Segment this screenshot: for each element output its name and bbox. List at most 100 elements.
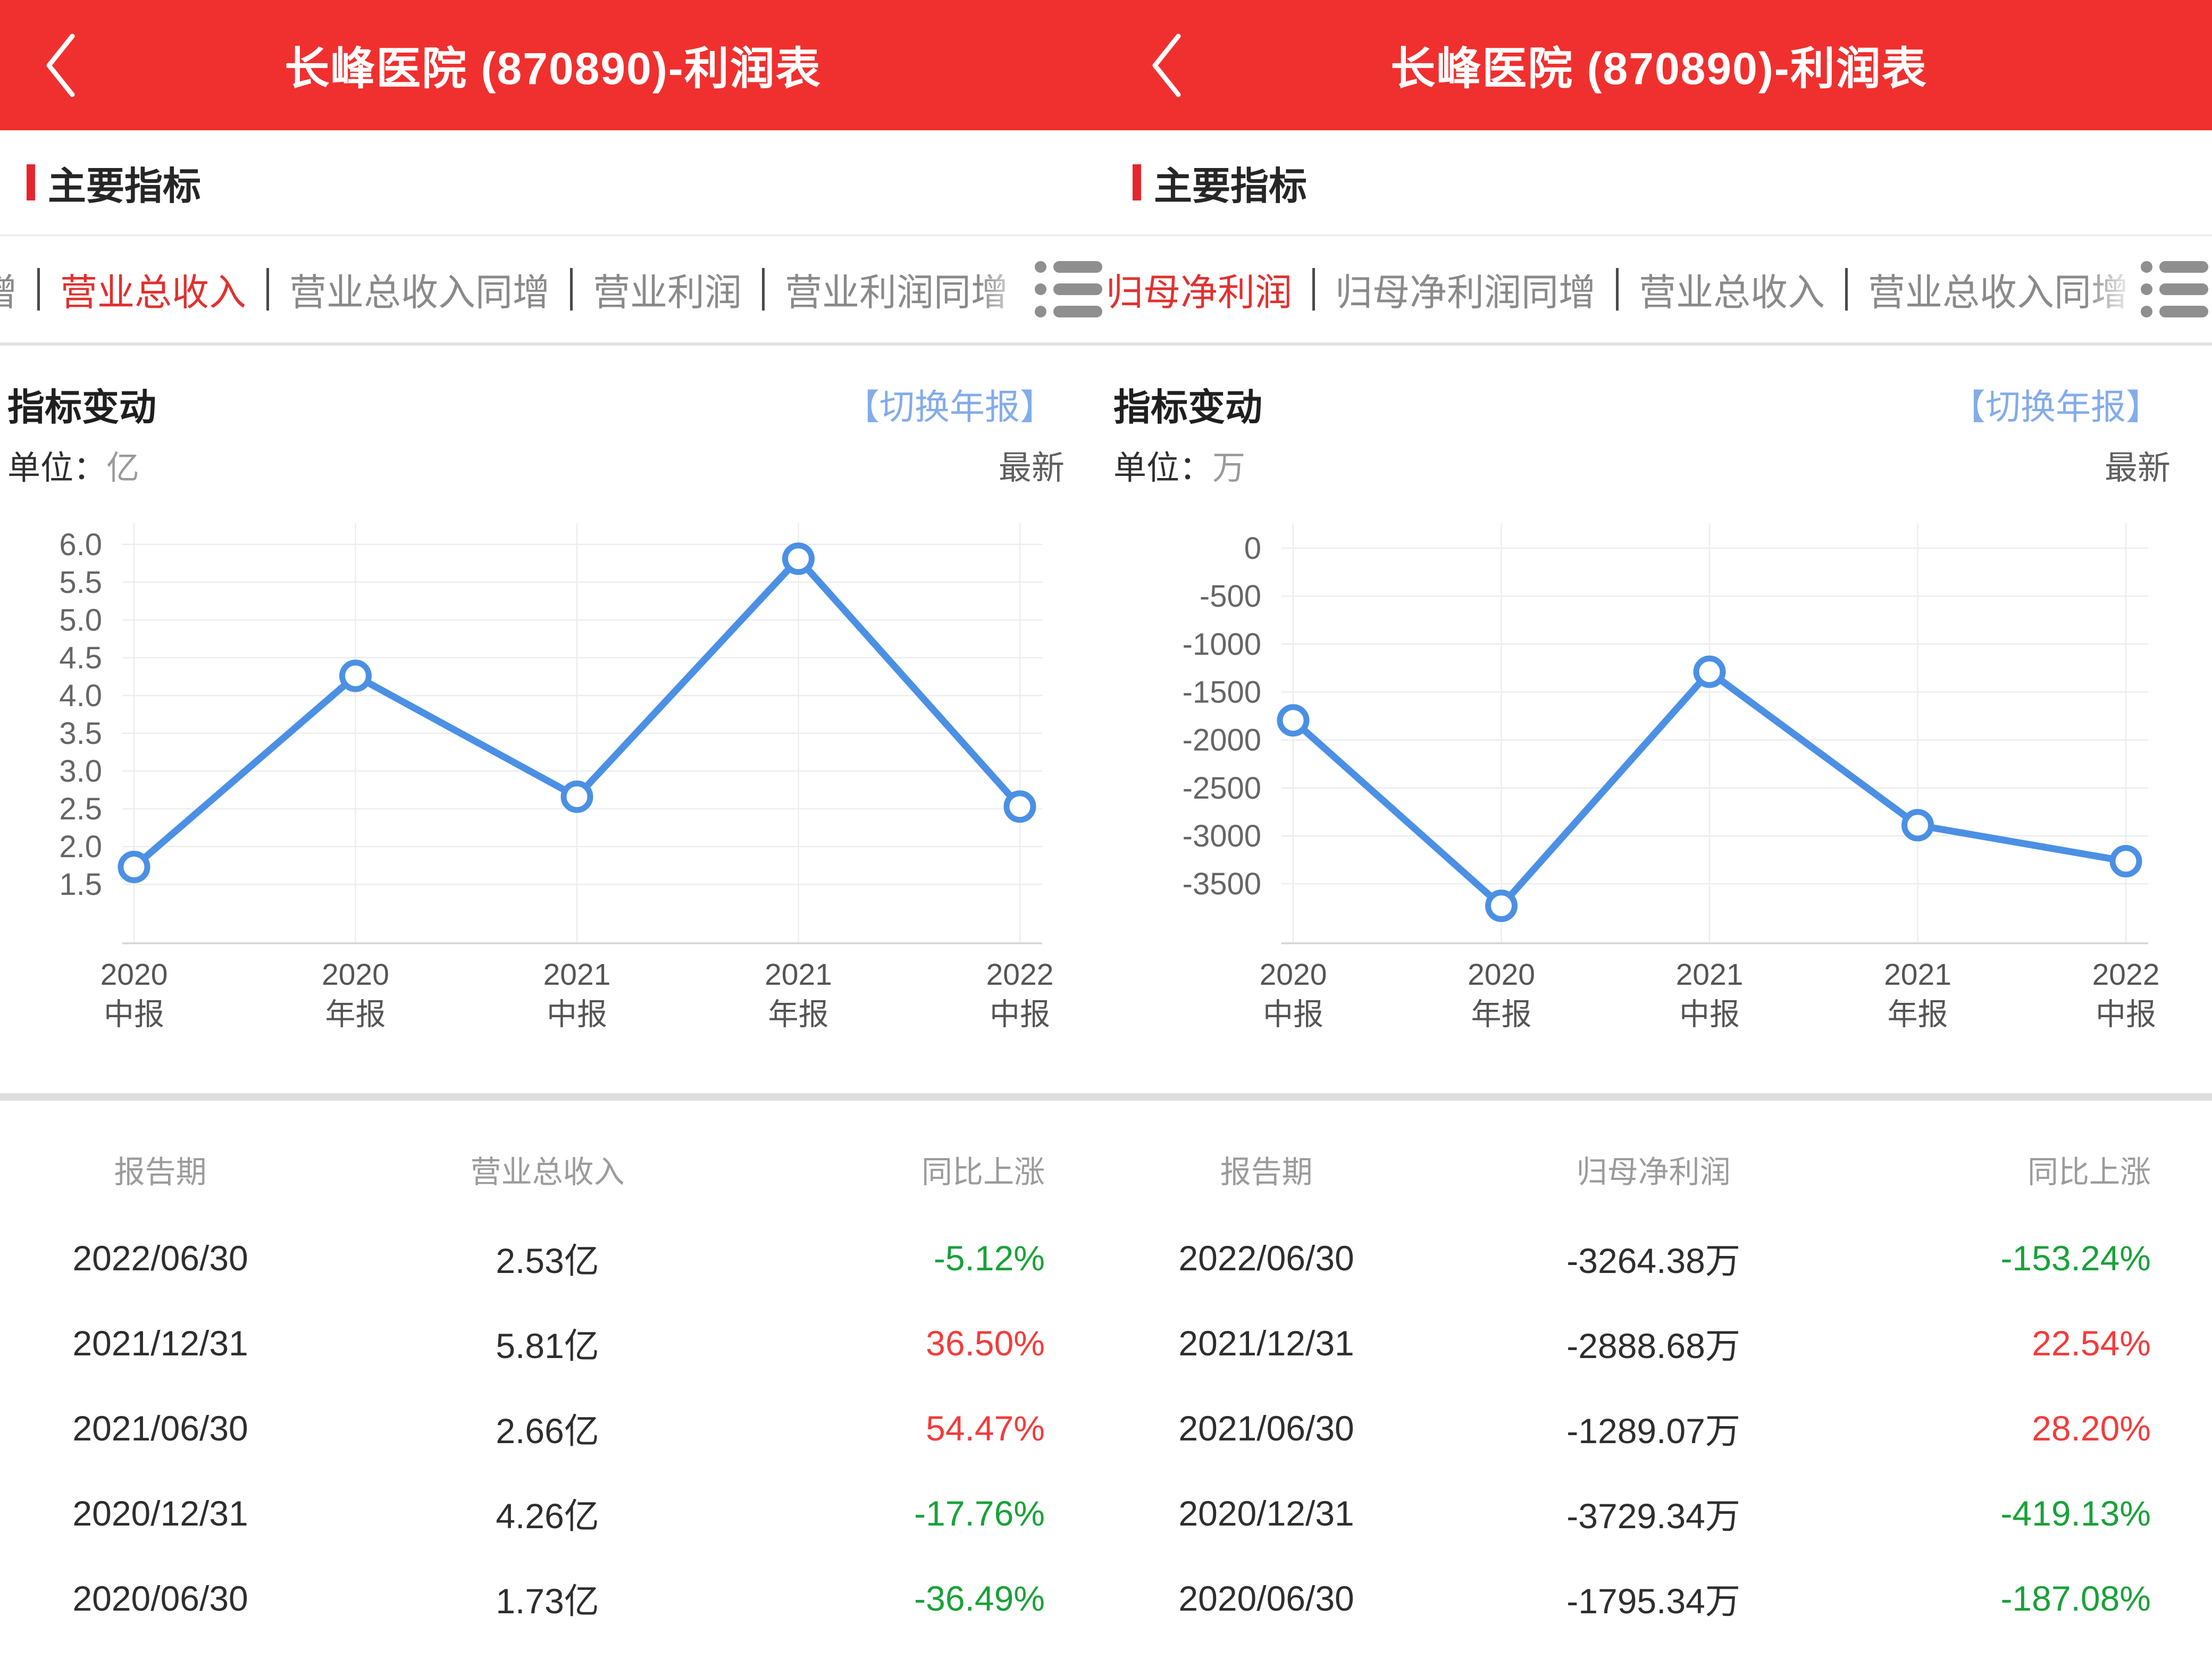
svg-text:4.0: 4.0 xyxy=(59,678,102,713)
metric-value: -2888.68万 xyxy=(1566,1326,1740,1365)
svg-text:2022: 2022 xyxy=(2092,958,2160,992)
svg-text:2020: 2020 xyxy=(1468,958,1535,992)
svg-text:2021: 2021 xyxy=(543,958,611,992)
switch-annual-report-link[interactable]: 【切换年报】 xyxy=(844,387,1055,426)
svg-text:6.0: 6.0 xyxy=(59,527,102,562)
chevron-left-icon xyxy=(46,33,75,97)
svg-text:中报: 中报 xyxy=(104,998,164,1032)
svg-text:中报: 中报 xyxy=(990,998,1050,1032)
tab-item-partial[interactable]: 增 xyxy=(0,263,17,316)
svg-text:2021: 2021 xyxy=(1676,958,1744,992)
latest-label: 最新 xyxy=(998,450,1065,487)
app-header: 长峰医院 (870890)-利润表 xyxy=(1106,0,2212,130)
tab-item[interactable]: 营业总收入 xyxy=(60,271,246,313)
svg-text:2.5: 2.5 xyxy=(59,792,102,826)
back-button[interactable] xyxy=(1147,31,1185,100)
unit-row: 单位：亿 最新 xyxy=(0,438,1106,491)
metric-value: -1795.34万 xyxy=(1566,1581,1740,1621)
metric-value: 5.81亿 xyxy=(496,1326,599,1365)
page-title: 长峰医院 (870890)-利润表 xyxy=(1390,44,1928,94)
tab-item[interactable]: 归母净利润 xyxy=(1106,271,1292,313)
panel-net-profit: 长峰医院 (870890)-利润表 主要指标 归母净利润 归母净利润同增 营业总收入… xyxy=(1106,0,2212,1659)
table-row: 2022/06/30 -3264.38万 -153.24% xyxy=(1106,1216,2212,1301)
tab-separator xyxy=(1616,268,1619,311)
svg-text:2.0: 2.0 xyxy=(59,830,102,864)
yoy-percent: 54.47% xyxy=(926,1409,1045,1448)
tab-item[interactable]: 营业总收入同增 xyxy=(289,271,550,313)
report-table: 报告期 营业总收入 同比上涨 2022/06/30 2.53亿 -5.12% 2021/12… xyxy=(0,1093,1106,1659)
metric-value: -3264.38万 xyxy=(1566,1241,1740,1280)
svg-text:1.5: 1.5 xyxy=(59,867,102,902)
section-title: 主要指标 xyxy=(48,165,202,208)
table-row: 2021/06/30 2.66亿 54.47% xyxy=(0,1386,1106,1471)
yoy-percent: -5.12% xyxy=(933,1238,1045,1278)
back-button[interactable] xyxy=(41,31,79,100)
tab-item[interactable]: 营业利润 xyxy=(593,271,742,313)
column-header: 报告期 xyxy=(1220,1155,1313,1189)
table-row: 2021/12/31 5.81亿 36.50% xyxy=(0,1301,1106,1386)
section-title-row: 主要指标 xyxy=(0,130,1106,236)
unit-row: 单位：万 最新 xyxy=(1106,438,2212,491)
app-header: 长峰医院 (870890)-利润表 xyxy=(0,0,1106,130)
tab-separator xyxy=(1845,268,1848,311)
red-bar-accent xyxy=(1133,164,1141,200)
tab-list-button[interactable] xyxy=(2084,236,2212,342)
svg-text:5.5: 5.5 xyxy=(59,565,102,600)
report-date: 2021/06/30 xyxy=(72,1409,248,1448)
yoy-percent: 22.54% xyxy=(2032,1323,2151,1363)
tab-list-button[interactable] xyxy=(978,236,1106,342)
svg-text:-1000: -1000 xyxy=(1183,627,1261,661)
table-row: 2022/06/30 2.53亿 -5.12% xyxy=(0,1216,1106,1301)
yoy-percent: -419.13% xyxy=(2000,1494,2151,1533)
svg-text:2020: 2020 xyxy=(322,958,389,992)
yoy-percent: 36.50% xyxy=(926,1323,1045,1363)
table-row: 2021/12/31 -2888.68万 22.54% xyxy=(1106,1301,2212,1386)
svg-text:2021: 2021 xyxy=(765,958,832,992)
column-header: 营业总收入 xyxy=(470,1155,625,1189)
table-row: 2020/06/30 -1795.34万 -187.08% xyxy=(1106,1556,2212,1641)
metric-value: 2.66亿 xyxy=(496,1411,599,1451)
line-chart-net-profit: 0 -500 -1000 -1500 -2000 -2500 -3000 -3500 2020 中… xyxy=(1106,502,2212,1034)
svg-text:中报: 中报 xyxy=(547,998,607,1032)
report-date: 2021/12/31 xyxy=(72,1323,248,1363)
svg-text:-1500: -1500 xyxy=(1183,675,1261,709)
line-chart-svg: 0 -500 -1000 -1500 -2000 -2500 -3000 -3500 2020 中… xyxy=(1183,523,2160,1032)
svg-text:2022: 2022 xyxy=(986,958,1054,992)
metric-value: -1289.07万 xyxy=(1566,1411,1740,1451)
column-header: 同比上涨 xyxy=(921,1155,1045,1189)
tab-item[interactable]: 营业总收入 xyxy=(1639,271,1825,313)
yoy-percent: -17.76% xyxy=(914,1494,1045,1533)
report-date: 2021/12/31 xyxy=(1178,1323,1354,1363)
svg-text:3.0: 3.0 xyxy=(59,754,102,789)
chart-header-row: 指标变动 【切换年报】 xyxy=(0,374,1106,434)
svg-text:-2500: -2500 xyxy=(1183,771,1261,806)
report-date: 2020/12/31 xyxy=(1178,1494,1354,1533)
switch-annual-report-link[interactable]: 【切换年报】 xyxy=(1950,387,2161,426)
line-chart-svg: 6.05.55.04.54.03.53.02.5 2.01.5 2020 中报 2020… xyxy=(59,523,1054,1032)
report-table: 报告期 归母净利润 同比上涨 2022/06/30 -3264.38万 -153.24% 2… xyxy=(1106,1093,2212,1659)
report-date: 2020/12/31 xyxy=(72,1494,248,1533)
svg-text:-2000: -2000 xyxy=(1183,723,1261,758)
tab-item[interactable]: 营业利润同增 xyxy=(785,271,1008,313)
metric-value: 4.26亿 xyxy=(496,1496,599,1536)
page-title: 长峰医院 (870890)-利润表 xyxy=(284,44,822,94)
svg-text:中报: 中报 xyxy=(2096,998,2156,1032)
chevron-left-icon xyxy=(1152,33,1181,97)
table-row: 2020/12/31 -3729.34万 -419.13% xyxy=(1106,1471,2212,1556)
report-date: 2020/06/30 xyxy=(1178,1579,1354,1618)
column-header: 报告期 xyxy=(114,1155,207,1189)
svg-text:年报: 年报 xyxy=(768,998,829,1032)
svg-text:4.5: 4.5 xyxy=(59,641,102,675)
tab-item[interactable]: 归母净利润同增 xyxy=(1335,271,1596,313)
unit-label: 单位：亿 xyxy=(7,450,140,487)
metric-value: 2.53亿 xyxy=(496,1241,599,1280)
table-header-row: 报告期 归母净利润 同比上涨 xyxy=(1106,1129,2212,1209)
svg-text:-3000: -3000 xyxy=(1183,819,1261,853)
section-title: 主要指标 xyxy=(1154,165,1308,208)
svg-text:3.5: 3.5 xyxy=(59,716,102,751)
red-bar-accent xyxy=(27,164,35,200)
list-icon xyxy=(2141,261,2208,317)
column-header: 归母净利润 xyxy=(1576,1155,1731,1189)
report-date: 2020/06/30 xyxy=(72,1579,248,1618)
line-chart-revenue: 6.0 5.5 5.0 4.5 4.0 3.5 3.0 2.5 2.0 1.5 2020 中报 2020… xyxy=(0,502,1106,1034)
